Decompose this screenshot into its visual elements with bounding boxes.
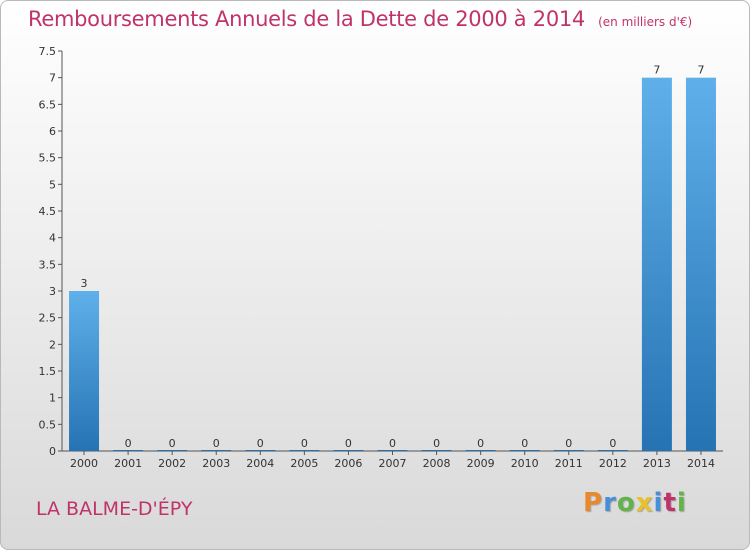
- logo-letter: i: [676, 488, 687, 518]
- title-row: Remboursements Annuels de la Dette de 20…: [28, 7, 692, 31]
- bar: [377, 450, 408, 451]
- y-tick-label: 7.5: [39, 45, 57, 58]
- y-tick-label: 6.5: [39, 98, 57, 111]
- y-tick-label: 2.5: [39, 312, 57, 325]
- bar: [69, 291, 100, 451]
- chart-subtitle: (en milliers d'€): [598, 15, 693, 29]
- x-tick-label: 2002: [158, 457, 186, 470]
- logo-letter: x: [635, 488, 654, 518]
- x-tick-label: 2008: [423, 457, 451, 470]
- x-tick-label: 2004: [246, 457, 274, 470]
- x-tick-label: 2009: [467, 457, 495, 470]
- data-label: 0: [257, 437, 264, 450]
- logo-letter: t: [663, 488, 677, 518]
- data-label: 7: [653, 64, 660, 77]
- y-tick-label: 2: [49, 338, 56, 351]
- chart-title: Remboursements Annuels de la Dette de 20…: [28, 7, 585, 31]
- axes: 0 0.5 1 1.5 2 2.5 3 3.5 4 4.5 5 5.5 6 6.5 7 7.5 2000 2001…: [39, 45, 723, 470]
- bar: [245, 450, 276, 451]
- bar: [289, 450, 320, 451]
- data-label: 0: [389, 437, 396, 450]
- bar: [465, 450, 496, 451]
- x-tick-label: 2001: [114, 457, 142, 470]
- data-label: 0: [565, 437, 572, 450]
- bar: [421, 450, 452, 451]
- y-tick-label: 7: [49, 72, 56, 85]
- labels: 3 0 0 0 0 0 0 0 0 0 0 0 0 7 7: [81, 64, 705, 450]
- logo-letter: P: [583, 488, 604, 518]
- y-tick-label: 5: [49, 178, 56, 191]
- bar: [685, 77, 716, 452]
- x-tick-label: 2014: [687, 457, 715, 470]
- y-tick-label: 0.5: [39, 418, 57, 431]
- x-tick-label: 2005: [290, 457, 318, 470]
- data-label: 0: [301, 437, 308, 450]
- data-label: 0: [433, 437, 440, 450]
- x-tick-label: 2003: [202, 457, 230, 470]
- logo-letter: r: [603, 488, 617, 518]
- x-tick-label: 2007: [379, 457, 407, 470]
- y-tick-label: 1.5: [39, 365, 57, 378]
- y-tick-label: 4: [49, 232, 56, 245]
- data-label: 0: [521, 437, 528, 450]
- y-tick-label: 4.5: [39, 205, 57, 218]
- data-label: 0: [345, 437, 352, 450]
- y-tick-label: 1: [49, 392, 56, 405]
- y-tick-label: 6: [49, 125, 56, 138]
- data-label: 0: [125, 437, 132, 450]
- data-label: 0: [609, 437, 616, 450]
- y-tick-label: 3: [49, 285, 56, 298]
- commune-name: LA BALME-D'ÉPY: [36, 498, 193, 520]
- bar: [509, 450, 540, 451]
- bar: [641, 77, 672, 452]
- data-label: 0: [213, 437, 220, 450]
- bar: [201, 450, 232, 451]
- y-tick-label: 5.5: [39, 152, 57, 165]
- bar: [597, 450, 628, 451]
- bars: [69, 77, 716, 452]
- x-tick-label: 2011: [555, 457, 583, 470]
- bar: [113, 450, 144, 451]
- x-tick-label: 2006: [334, 457, 362, 470]
- data-label: 7: [697, 64, 704, 77]
- data-label: 0: [169, 437, 176, 450]
- y-tick-label: 0: [49, 445, 56, 458]
- data-label: 3: [81, 277, 88, 290]
- data-label: 0: [477, 437, 484, 450]
- x-tick-label: 2000: [70, 457, 98, 470]
- x-tick-label: 2012: [599, 457, 627, 470]
- logo-letter: o: [616, 488, 636, 518]
- bar: [333, 450, 364, 451]
- x-tick-label: 2010: [511, 457, 539, 470]
- logo-letter: i: [653, 488, 664, 518]
- bar: [157, 450, 188, 451]
- bar: [553, 450, 584, 451]
- proxiti-logo: Proxiti: [583, 488, 687, 518]
- x-tick-label: 2013: [643, 457, 671, 470]
- y-tick-label: 3.5: [39, 258, 57, 271]
